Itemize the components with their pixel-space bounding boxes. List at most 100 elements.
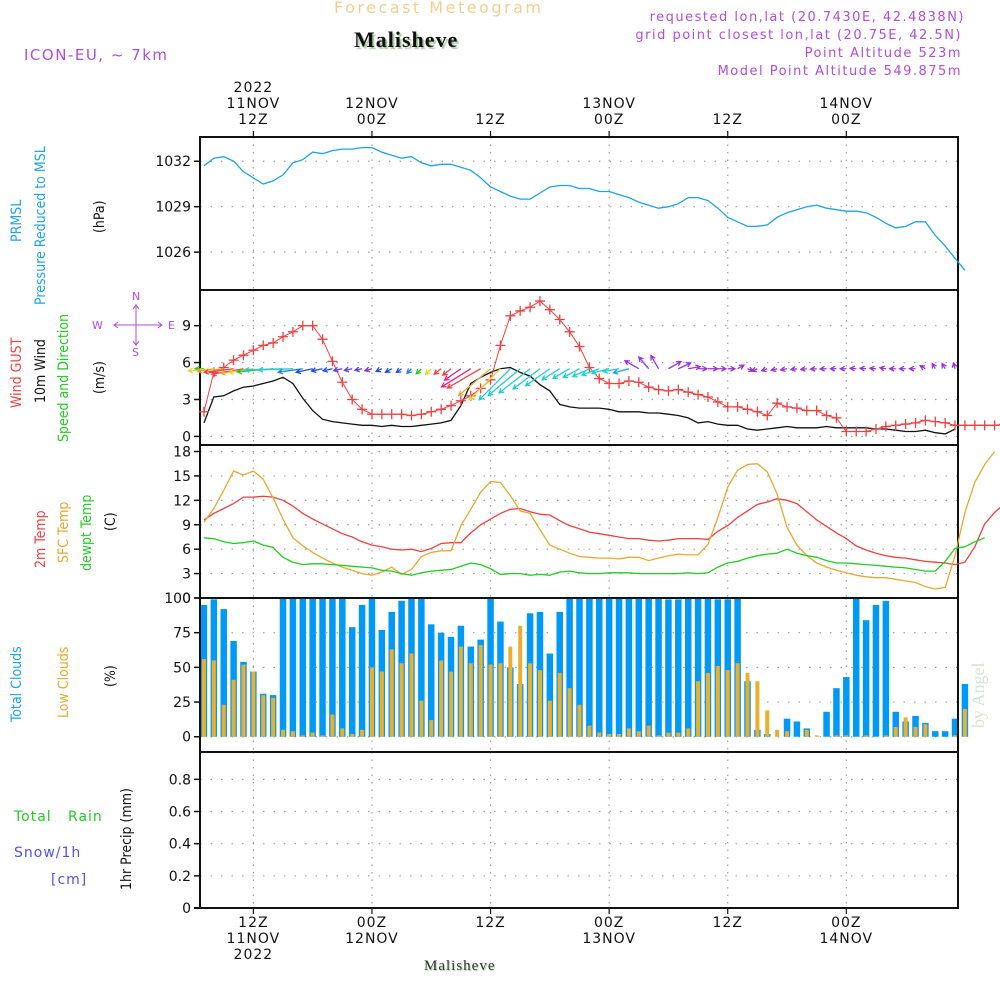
total-clouds-bar: [596, 598, 603, 737]
bottom-time-label-line: 12Z: [712, 915, 743, 931]
low-clouds-bar: [211, 660, 216, 737]
temperature-series-sfc-temp: [203, 451, 996, 590]
low-clouds-bar: [281, 729, 286, 737]
wind-ytick-label: 0: [182, 429, 191, 445]
wind-direction-arrow: [760, 366, 768, 373]
wind-gust-marker: [732, 401, 743, 412]
temperature-ytick-label: 15: [173, 469, 191, 485]
low-clouds-bar: [201, 659, 206, 737]
wind-direction-arrow: [678, 362, 692, 370]
low-clouds-bar: [379, 671, 384, 737]
wind-direction-arrow: [779, 366, 788, 373]
wind-direction-arrow: [941, 362, 947, 370]
low-clouds-bar: [241, 664, 246, 737]
total-clouds-bar: [872, 604, 880, 737]
low-clouds-bar: [478, 645, 483, 737]
compass-rose: N S W E: [90, 290, 185, 360]
point-altitude: Point Altitude 523m: [804, 46, 962, 61]
total-clouds-bar: [951, 718, 959, 737]
total-clouds-bar: [882, 600, 890, 737]
total-clouds-bar: [862, 620, 870, 737]
pressure-panel: 1026 1029 1032: [155, 136, 959, 291]
precipitation-ytick-label: 0.4: [169, 837, 191, 853]
wind-gust-marker: [446, 400, 457, 411]
wind-direction-arrow: [353, 366, 363, 373]
wind-direction-arrow: [868, 365, 877, 372]
compass-arrows-icon: [113, 304, 163, 346]
wind-gust-marker: [337, 377, 348, 388]
low-clouds-bar: [290, 731, 295, 737]
compass-n: N: [132, 290, 141, 303]
low-clouds-bar: [409, 653, 414, 737]
wind-gust-marker: [327, 356, 338, 367]
wind-direction-arrow: [440, 368, 472, 388]
low-clouds-bar: [498, 663, 503, 737]
low-clouds-bar: [488, 664, 493, 737]
wind-gust-marker: [861, 426, 872, 437]
bottom-time-label-line: 12Z: [475, 915, 506, 931]
wind-direction-arrow: [512, 368, 541, 390]
wind-direction-arrow: [919, 365, 926, 371]
low-clouds-bar: [389, 649, 394, 737]
wind-gust-marker: [762, 410, 773, 421]
wind-direction-arrow: [650, 354, 660, 370]
low-clouds-bar: [310, 732, 315, 737]
low-clouds-bar: [755, 681, 760, 737]
total-clouds-bar: [665, 599, 672, 737]
wind-direction-arrow: [186, 367, 214, 374]
low-clouds-bar: [518, 625, 523, 737]
wind-gust-marker: [940, 417, 951, 428]
low-clouds-bar: [340, 728, 345, 737]
total-clouds-bar: [358, 604, 366, 737]
precip-snow-unit-label: [cm]: [51, 872, 88, 888]
wind-gust-marker: [307, 320, 318, 331]
wind-direction-arrow: [898, 365, 906, 372]
low-clouds-bar: [686, 728, 691, 737]
total-clouds-bar: [793, 721, 801, 737]
wind-direction-arrow: [829, 365, 837, 372]
wind-direction-arrow: [838, 365, 847, 372]
wind-gust-marker: [406, 410, 417, 421]
total-clouds-bar: [615, 598, 623, 737]
low-clouds-bar: [547, 700, 552, 737]
top-time-label-line: 12Z: [475, 112, 506, 128]
wind-gust-marker: [258, 340, 269, 351]
low-clouds-bar: [705, 672, 710, 737]
low-clouds-bar: [913, 727, 918, 737]
low-clouds-bar: [814, 735, 819, 737]
wind-gust-marker: [228, 355, 239, 366]
total-clouds-bar: [635, 598, 643, 737]
wind-direction-arrow: [457, 368, 491, 397]
top-time-label-line: 12Z: [238, 112, 269, 128]
low-clouds-bar: [844, 735, 849, 737]
total-clouds-bar: [912, 715, 919, 737]
total-clouds-bar: [843, 677, 850, 737]
bottom-time-label-line: 00Z: [593, 915, 625, 931]
total-clouds-bar: [932, 731, 939, 737]
wind-direction-arrow: [443, 368, 462, 381]
top-time-label: 2022 11NOV 12Z: [213, 80, 293, 128]
clouds-ytick-label: 50: [173, 660, 191, 676]
wind-direction-arrow: [406, 368, 412, 375]
total-clouds-bar: [625, 598, 633, 737]
wind-gust-marker: [485, 374, 496, 385]
temperature-ytick-label: 12: [173, 493, 191, 509]
total-clouds-bar: [566, 598, 573, 737]
wind-direction-arrow: [478, 368, 511, 401]
low-clouds-bar: [320, 735, 325, 737]
low-clouds-bar: [923, 724, 928, 737]
total-clouds-bar: [941, 731, 949, 737]
wind-gust-marker: [416, 409, 427, 420]
temperature-panel: 0 3 6 9 12 15 18: [173, 444, 959, 607]
wind-gust-marker: [930, 416, 941, 427]
precipitation-panel: 0 0.2 0.4 0.6 0.8: [169, 751, 959, 917]
wind-direction-arrow: [343, 366, 353, 373]
wind-gust-marker: [505, 310, 516, 321]
total-clouds-bar: [428, 624, 435, 737]
total-clouds-bar: [605, 598, 613, 737]
bottom-time-label: 00Z 14NOV: [806, 915, 886, 947]
wind-direction-arrow: [770, 366, 778, 373]
total-clouds-bar: [783, 718, 791, 737]
bottom-time-label-line: 11NOV: [226, 931, 281, 947]
